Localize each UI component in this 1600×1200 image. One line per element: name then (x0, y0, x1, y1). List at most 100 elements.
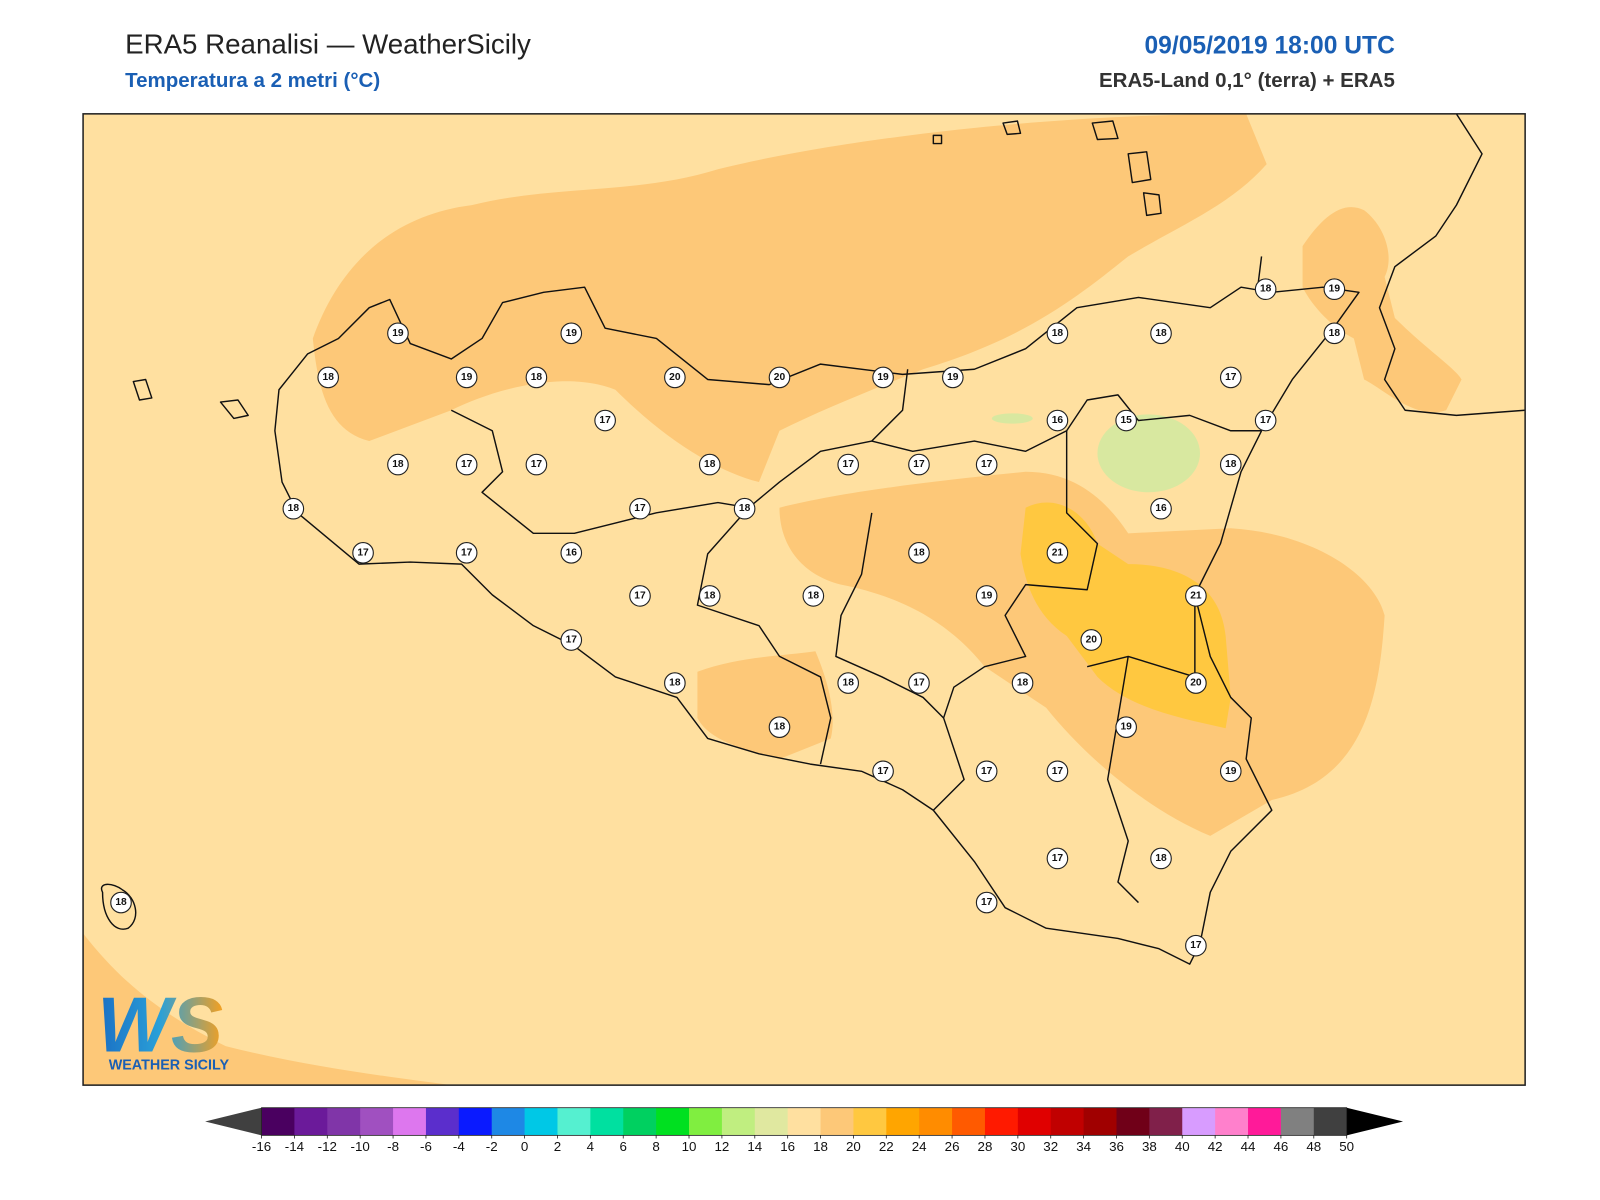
colorbar-segment (623, 1107, 657, 1136)
station: 16 (560, 542, 583, 564)
station-value: 19 (877, 372, 889, 383)
colorbar-segment (689, 1107, 723, 1136)
station: 20 (664, 366, 686, 389)
station-marker (1046, 322, 1069, 345)
colorbar-tick-label: 26 (945, 1139, 960, 1154)
colorbar: -16 -14 -12 -10 -8 -6 -4 -2 0 2 4 6 8 10 12 14 16 18 20 22 2… (205, 1107, 1404, 1154)
station-value: 18 (323, 372, 335, 383)
station-value: 20 (774, 372, 786, 383)
station-marker (1254, 278, 1277, 301)
station-value: 18 (1155, 328, 1167, 339)
station-value: 19 (981, 590, 993, 601)
station: 18 (110, 891, 132, 914)
station-marker (525, 366, 548, 389)
colorbar-tick-label: 20 (846, 1139, 861, 1154)
station-marker (560, 322, 583, 345)
station: 19 (387, 322, 409, 345)
station: 20 (768, 366, 791, 389)
colorbar-tick-label: -8 (387, 1139, 399, 1154)
station: 18 (317, 366, 340, 389)
station-value: 17 (566, 635, 578, 646)
colorbar-outline (261, 1107, 1348, 1136)
colorbar-tick-label: -6 (420, 1139, 432, 1154)
station-value: 18 (1329, 328, 1341, 339)
station: 18 (733, 497, 756, 520)
station: 18 (698, 453, 721, 476)
station-value: 18 (115, 897, 127, 908)
station: 18 (387, 453, 409, 476)
station: 18 (768, 716, 791, 738)
station-value: 17 (1225, 372, 1237, 383)
station-value: 17 (1052, 766, 1064, 777)
colorbar-tick-label: 28 (978, 1139, 993, 1154)
map-frame (82, 113, 1526, 1086)
station-value: 17 (461, 547, 473, 558)
station-marker (525, 453, 548, 476)
colorbar-segment (1116, 1107, 1150, 1136)
station-marker (975, 760, 998, 783)
colorbar-tick-label: 16 (780, 1139, 795, 1154)
station-value: 18 (1155, 853, 1167, 864)
colorbar-segment (458, 1107, 493, 1136)
station-marker (1150, 847, 1172, 870)
station-value: 20 (669, 372, 681, 383)
station: 18 (1323, 322, 1346, 345)
colorbar-tick-label: -12 (318, 1139, 337, 1154)
station-value: 17 (877, 766, 889, 777)
station-value: 17 (1052, 853, 1064, 864)
station-marker (1046, 409, 1069, 432)
colorbar-segment (1149, 1107, 1183, 1136)
station-value: 18 (1052, 328, 1064, 339)
colorbar-tick-label: 30 (1010, 1139, 1025, 1154)
station-marker (1115, 716, 1137, 738)
station: 17 (1046, 760, 1069, 783)
station-marker (802, 585, 825, 607)
station-value: 18 (913, 547, 925, 558)
station: 17 (872, 760, 894, 783)
station-marker (975, 891, 998, 914)
station: 19 (941, 366, 964, 389)
station-marker (1080, 629, 1103, 651)
station-value: 21 (1052, 547, 1064, 558)
colorbar-tick-label: 32 (1043, 1139, 1058, 1154)
station-marker (1185, 934, 1207, 957)
station-marker (698, 453, 721, 476)
station-marker (282, 497, 305, 520)
station: 17 (352, 542, 374, 564)
station-value: 17 (357, 547, 369, 558)
title: ERA5 Reanalisi — WeatherSicily (125, 28, 531, 59)
station: 19 (1115, 716, 1137, 738)
logo-mark: WS (97, 980, 223, 1068)
station: 17 (975, 760, 998, 783)
colorbar-segment (590, 1107, 624, 1136)
colorbar-tick-label: 24 (912, 1139, 927, 1154)
station: 17 (594, 409, 616, 432)
station-value: 18 (739, 503, 751, 514)
station: 19 (1219, 760, 1242, 783)
colorbar-segment (491, 1107, 526, 1136)
colorbar-tick-label: 4 (587, 1139, 595, 1154)
station-value: 20 (1086, 635, 1098, 646)
station-marker (1115, 409, 1137, 432)
station: 18 (837, 672, 860, 694)
station-value: 17 (634, 503, 646, 514)
colorbar-segment (557, 1107, 591, 1136)
colorbar-segment (1017, 1107, 1052, 1136)
colorbar-tick-label: 42 (1208, 1139, 1223, 1154)
station: 17 (629, 497, 651, 520)
station-value: 16 (1155, 503, 1167, 514)
station: 18 (1219, 453, 1242, 476)
station-value: 17 (981, 459, 993, 470)
colorbar-tick-label: 10 (682, 1139, 697, 1154)
colorbar-tick-label: 6 (620, 1139, 627, 1154)
colorbar-tick-label: 40 (1175, 1139, 1190, 1154)
station-marker (1011, 672, 1034, 694)
station: 17 (455, 542, 478, 564)
station: 17 (1185, 934, 1207, 957)
station: 21 (1046, 542, 1069, 564)
colorbar-segment (1083, 1107, 1118, 1136)
station-marker (733, 497, 756, 520)
station-marker (455, 453, 478, 476)
colorbar-tick-label: -10 (351, 1139, 370, 1154)
station: 20 (1080, 629, 1103, 651)
